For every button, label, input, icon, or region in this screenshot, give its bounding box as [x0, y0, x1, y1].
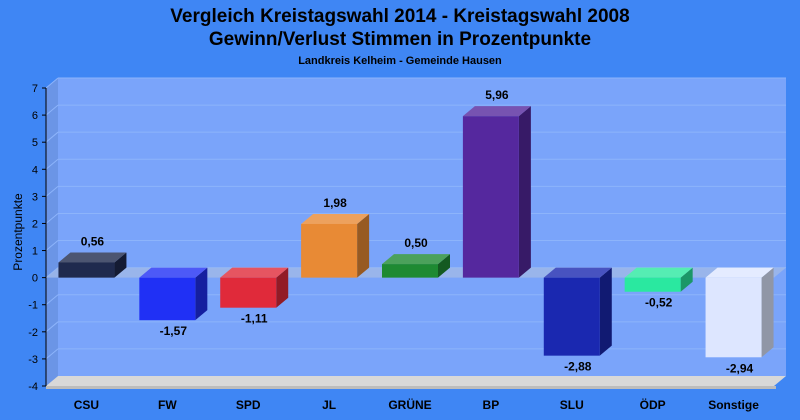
bar	[220, 277, 277, 308]
gridline-left	[45, 294, 59, 306]
y-tick-label: -4	[28, 381, 38, 393]
bar-side	[680, 267, 693, 292]
x-tick-label: SPD	[236, 398, 261, 412]
bar	[139, 277, 196, 321]
plot-back-wall	[58, 78, 786, 376]
y-tick-label: -2	[28, 327, 38, 339]
data-label: 5,96	[485, 88, 509, 102]
bar-side	[599, 267, 612, 356]
y-tick-label: 7	[32, 83, 38, 95]
chart-title-line2: Gewinn/Verlust Stimmen in Prozentpunkte	[209, 29, 591, 50]
data-label: -1,11	[241, 312, 268, 326]
y-tick-label: 5	[32, 137, 38, 149]
y-tick-label: 2	[32, 218, 38, 230]
x-tick-label: FW	[158, 398, 177, 412]
chart-title-line1: Vergleich Kreistagswahl 2014 - Kreistags…	[170, 6, 629, 27]
bar-top	[543, 267, 612, 278]
y-tick-label: 6	[32, 110, 38, 122]
chart-subtitle: Landkreis Kelheim - Gemeinde Hausen	[298, 55, 502, 67]
y-axis-label: Prozentpunkte	[11, 193, 25, 271]
bar	[58, 262, 115, 278]
x-tick-label: ÖDP	[640, 397, 666, 412]
x-tick-label: SLU	[560, 398, 584, 412]
gridline-left	[45, 104, 59, 116]
x-tick-label: Sonstige	[708, 398, 759, 412]
bar	[382, 264, 438, 278]
bar-side	[195, 267, 208, 321]
gridline-left	[45, 321, 59, 333]
gridline-left	[45, 348, 59, 360]
bar-top	[301, 213, 370, 224]
bar	[462, 116, 519, 278]
gridline-left	[45, 185, 59, 197]
y-tick-label: 1	[32, 246, 38, 258]
bar-top	[462, 106, 531, 117]
y-tick-label: -3	[28, 354, 38, 366]
bar-side	[518, 106, 531, 278]
plot-floor-edge	[46, 386, 776, 389]
gridline-left	[45, 240, 59, 251]
x-tick-label: GRÜNE	[388, 397, 431, 412]
bar	[705, 277, 762, 358]
bar	[301, 223, 358, 278]
bar-top	[58, 252, 127, 263]
gridline-left	[45, 77, 59, 89]
bar-top	[624, 267, 693, 278]
data-label: 0,50	[404, 236, 428, 250]
bar-side	[438, 254, 450, 278]
bar-side	[761, 267, 774, 358]
bar	[624, 277, 681, 292]
bar-top	[220, 267, 289, 278]
y-tick-label: -1	[28, 300, 38, 312]
bar-side	[276, 267, 289, 308]
bar-side	[357, 213, 370, 278]
data-label: 1,98	[323, 196, 347, 210]
gridline-left	[45, 158, 59, 170]
bar-top	[382, 254, 450, 265]
y-tick-label: 4	[32, 164, 38, 176]
y-tick-label: 3	[32, 191, 38, 203]
gridline-left	[45, 213, 59, 224]
x-tick-label: JL	[322, 398, 336, 412]
plot-area: -4 -3 -2 -1 0 1 2 3 4 5 6 7 0,56 CSU -1,57 FW -1,11 SPD 1,…	[28, 77, 786, 412]
data-label: -2,88	[564, 360, 592, 374]
gridline-left	[45, 131, 59, 143]
data-label: 0,56	[81, 234, 105, 248]
data-label: -1,57	[160, 324, 188, 338]
bar-side	[114, 252, 127, 278]
plot-floor	[46, 376, 786, 386]
data-label: -0,52	[645, 296, 673, 310]
x-tick-label: CSU	[74, 398, 99, 412]
bar	[543, 277, 600, 356]
x-tick-label: BP	[483, 398, 500, 412]
y-tick-label: 0	[32, 273, 38, 285]
plot-left-wall	[46, 78, 58, 386]
bar-top	[139, 267, 208, 278]
data-label: -2,94	[726, 361, 754, 375]
bar-top	[705, 267, 774, 278]
